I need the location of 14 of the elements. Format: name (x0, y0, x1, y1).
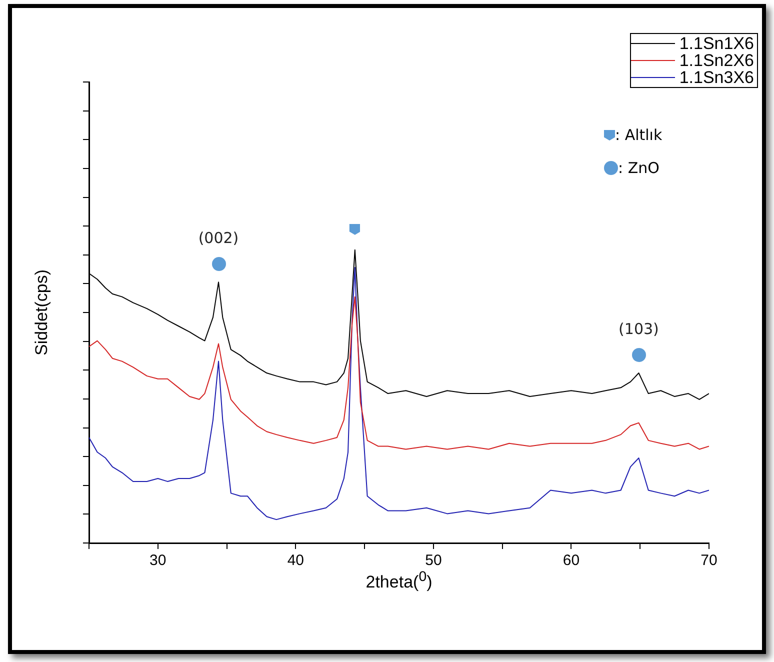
legend-label: 1.1Sn3X6 (679, 68, 754, 88)
annotation: (103) (618, 320, 659, 338)
x-tick-label: 40 (287, 552, 304, 570)
annotation: (002) (198, 229, 239, 248)
legend-label: 1.1Sn1X6 (679, 34, 754, 54)
x-tick-label: 30 (150, 552, 166, 570)
x-tick-label: 60 (562, 552, 580, 570)
x-axis-title: 2theta($^{0}$) (366, 569, 432, 593)
y-axis-title: Siddet(cps) (32, 270, 51, 356)
x-tick-label: 50 (425, 552, 442, 570)
text: : ZnO (618, 159, 660, 177)
text: : Altlık (615, 126, 662, 144)
x-tick-label: 70 (700, 552, 718, 570)
legend-label: 1.1Sn2X6 (679, 50, 754, 70)
